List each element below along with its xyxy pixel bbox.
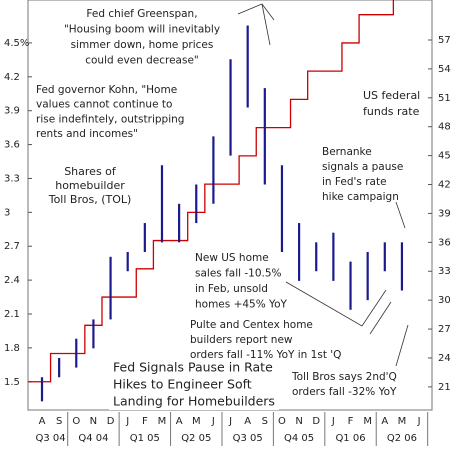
annotation: homes +45% YoY	[195, 299, 287, 311]
x-tick-label: A	[381, 416, 388, 427]
y-tick-label: 4.2	[4, 72, 20, 83]
y2-tick-label: 36	[438, 237, 451, 248]
annotation: orders fall -32% YoY	[292, 386, 397, 398]
y-tick-label: 2.1	[4, 309, 20, 320]
y2-tick-label: 57	[438, 35, 451, 46]
pointer	[285, 281, 387, 327]
x-tick-label: F	[142, 416, 148, 427]
annotation: could even decrease"	[85, 55, 199, 67]
quarter-label: Q2 05	[181, 433, 211, 444]
annotation: Fed governor Kohn, "Home	[36, 84, 177, 96]
quarter-label: Q2 06	[387, 433, 417, 444]
y2-tick-label: 42	[438, 180, 451, 191]
quarter-label: Q1 06	[335, 433, 365, 444]
series-label: Shares of	[64, 165, 117, 178]
annotation: in Fed's rate	[322, 176, 387, 188]
x-tick-label: N	[90, 416, 97, 427]
annotation: values cannot continue to	[36, 99, 172, 111]
pointer	[369, 301, 392, 335]
y-tick-label: 1.8	[4, 343, 20, 354]
y2-tick-label: 54	[438, 64, 451, 75]
y-tick-label: 2.7	[4, 241, 20, 252]
x-tick-label: J	[331, 416, 335, 427]
annotation: hike campaign	[322, 191, 399, 203]
pointer	[395, 324, 409, 367]
annotation: Fed Signals Pause in Rate	[113, 360, 273, 375]
rate-line	[28, 0, 395, 383]
annotation: in Feb, unsold	[195, 283, 268, 295]
x-tick-label: D	[107, 416, 115, 427]
x-tick-label: A	[244, 416, 251, 427]
quarter-label: Q4 05	[284, 433, 314, 444]
y2-tick-label: 21	[438, 382, 451, 393]
annotation: Pulte and Centex home	[190, 319, 313, 331]
headline-box	[109, 358, 279, 410]
x-tick-label: S	[56, 416, 62, 427]
x-tick-label: J	[211, 416, 215, 427]
annotation: rents and incomes"	[36, 128, 138, 140]
pointers	[237, 3, 409, 367]
annotation: Hikes to Engineer Soft	[113, 377, 252, 392]
annotation: sales fall -10.5%	[195, 268, 282, 280]
x-tick-label: N	[295, 416, 302, 427]
x-tick-label: M	[398, 416, 407, 427]
y-tick-label: 3	[4, 207, 10, 218]
series-label: Toll Bros, (TOL)	[48, 193, 132, 206]
annotation: Fed chief Greenspan,	[86, 8, 197, 20]
series-label: homebuilder	[55, 179, 125, 192]
series-label: US federal	[363, 89, 420, 102]
annotation: Toll Bros says 2nd'Q	[291, 371, 397, 383]
plot-series	[28, 0, 404, 402]
y2-tick-label: 45	[438, 151, 451, 162]
y-tick-label: 3.6	[4, 140, 20, 151]
x-tick-label: O	[72, 416, 80, 427]
y2-tick-label: 33	[438, 266, 451, 277]
x-tick-label: J	[228, 416, 232, 427]
x-tick-label: J	[125, 416, 129, 427]
pointer	[261, 3, 271, 46]
annotation: Bernanke	[322, 146, 372, 158]
y-tick-label: 4.5%	[4, 38, 29, 49]
y-tick-label: 1.5	[4, 377, 20, 388]
x-tick-label: J	[417, 416, 421, 427]
y2-tick-label: 30	[438, 295, 451, 306]
y2-tick-label: 27	[438, 324, 451, 335]
y2-tick-label: 51	[438, 93, 451, 104]
y2-tick-label: 39	[438, 208, 451, 219]
x-tick-label: A	[39, 416, 46, 427]
series-label: funds rate	[363, 105, 420, 118]
annotation: signals a pause	[322, 161, 403, 173]
x-tick-label: A	[176, 416, 183, 427]
x-tick-label: M	[363, 416, 372, 427]
y2-tick-label: 24	[438, 353, 451, 364]
quarter-label: Q1 05	[130, 433, 160, 444]
annotation: builders report new	[190, 334, 293, 346]
x-tick-label: D	[312, 416, 320, 427]
annotation: rise indefintely, outstripping	[36, 113, 184, 125]
quarter-label: Q3 05	[233, 433, 263, 444]
y-tick-label: 3.9	[4, 106, 20, 117]
x-tick-label: M	[192, 416, 201, 427]
x-tick-label: M	[158, 416, 167, 427]
quarter-label: Q4 04	[78, 433, 108, 444]
x-tick-label: O	[278, 416, 286, 427]
quarter-label: Q3 04	[35, 433, 65, 444]
pointer	[395, 201, 406, 229]
annotation: simmer down, home prices	[71, 39, 214, 51]
x-tick-label: S	[262, 416, 268, 427]
x-tick-label: F	[348, 416, 354, 427]
y-tick-label: 3.3	[4, 173, 20, 184]
annotation: New US home	[195, 252, 269, 264]
y2-tick-label: 48	[438, 122, 451, 133]
pointer	[237, 3, 275, 21]
y-tick-label: 2.4	[4, 275, 20, 286]
annotation: Landing for Homebuilders	[113, 394, 275, 409]
annotation: "Housing boom will inevitably	[64, 24, 220, 36]
